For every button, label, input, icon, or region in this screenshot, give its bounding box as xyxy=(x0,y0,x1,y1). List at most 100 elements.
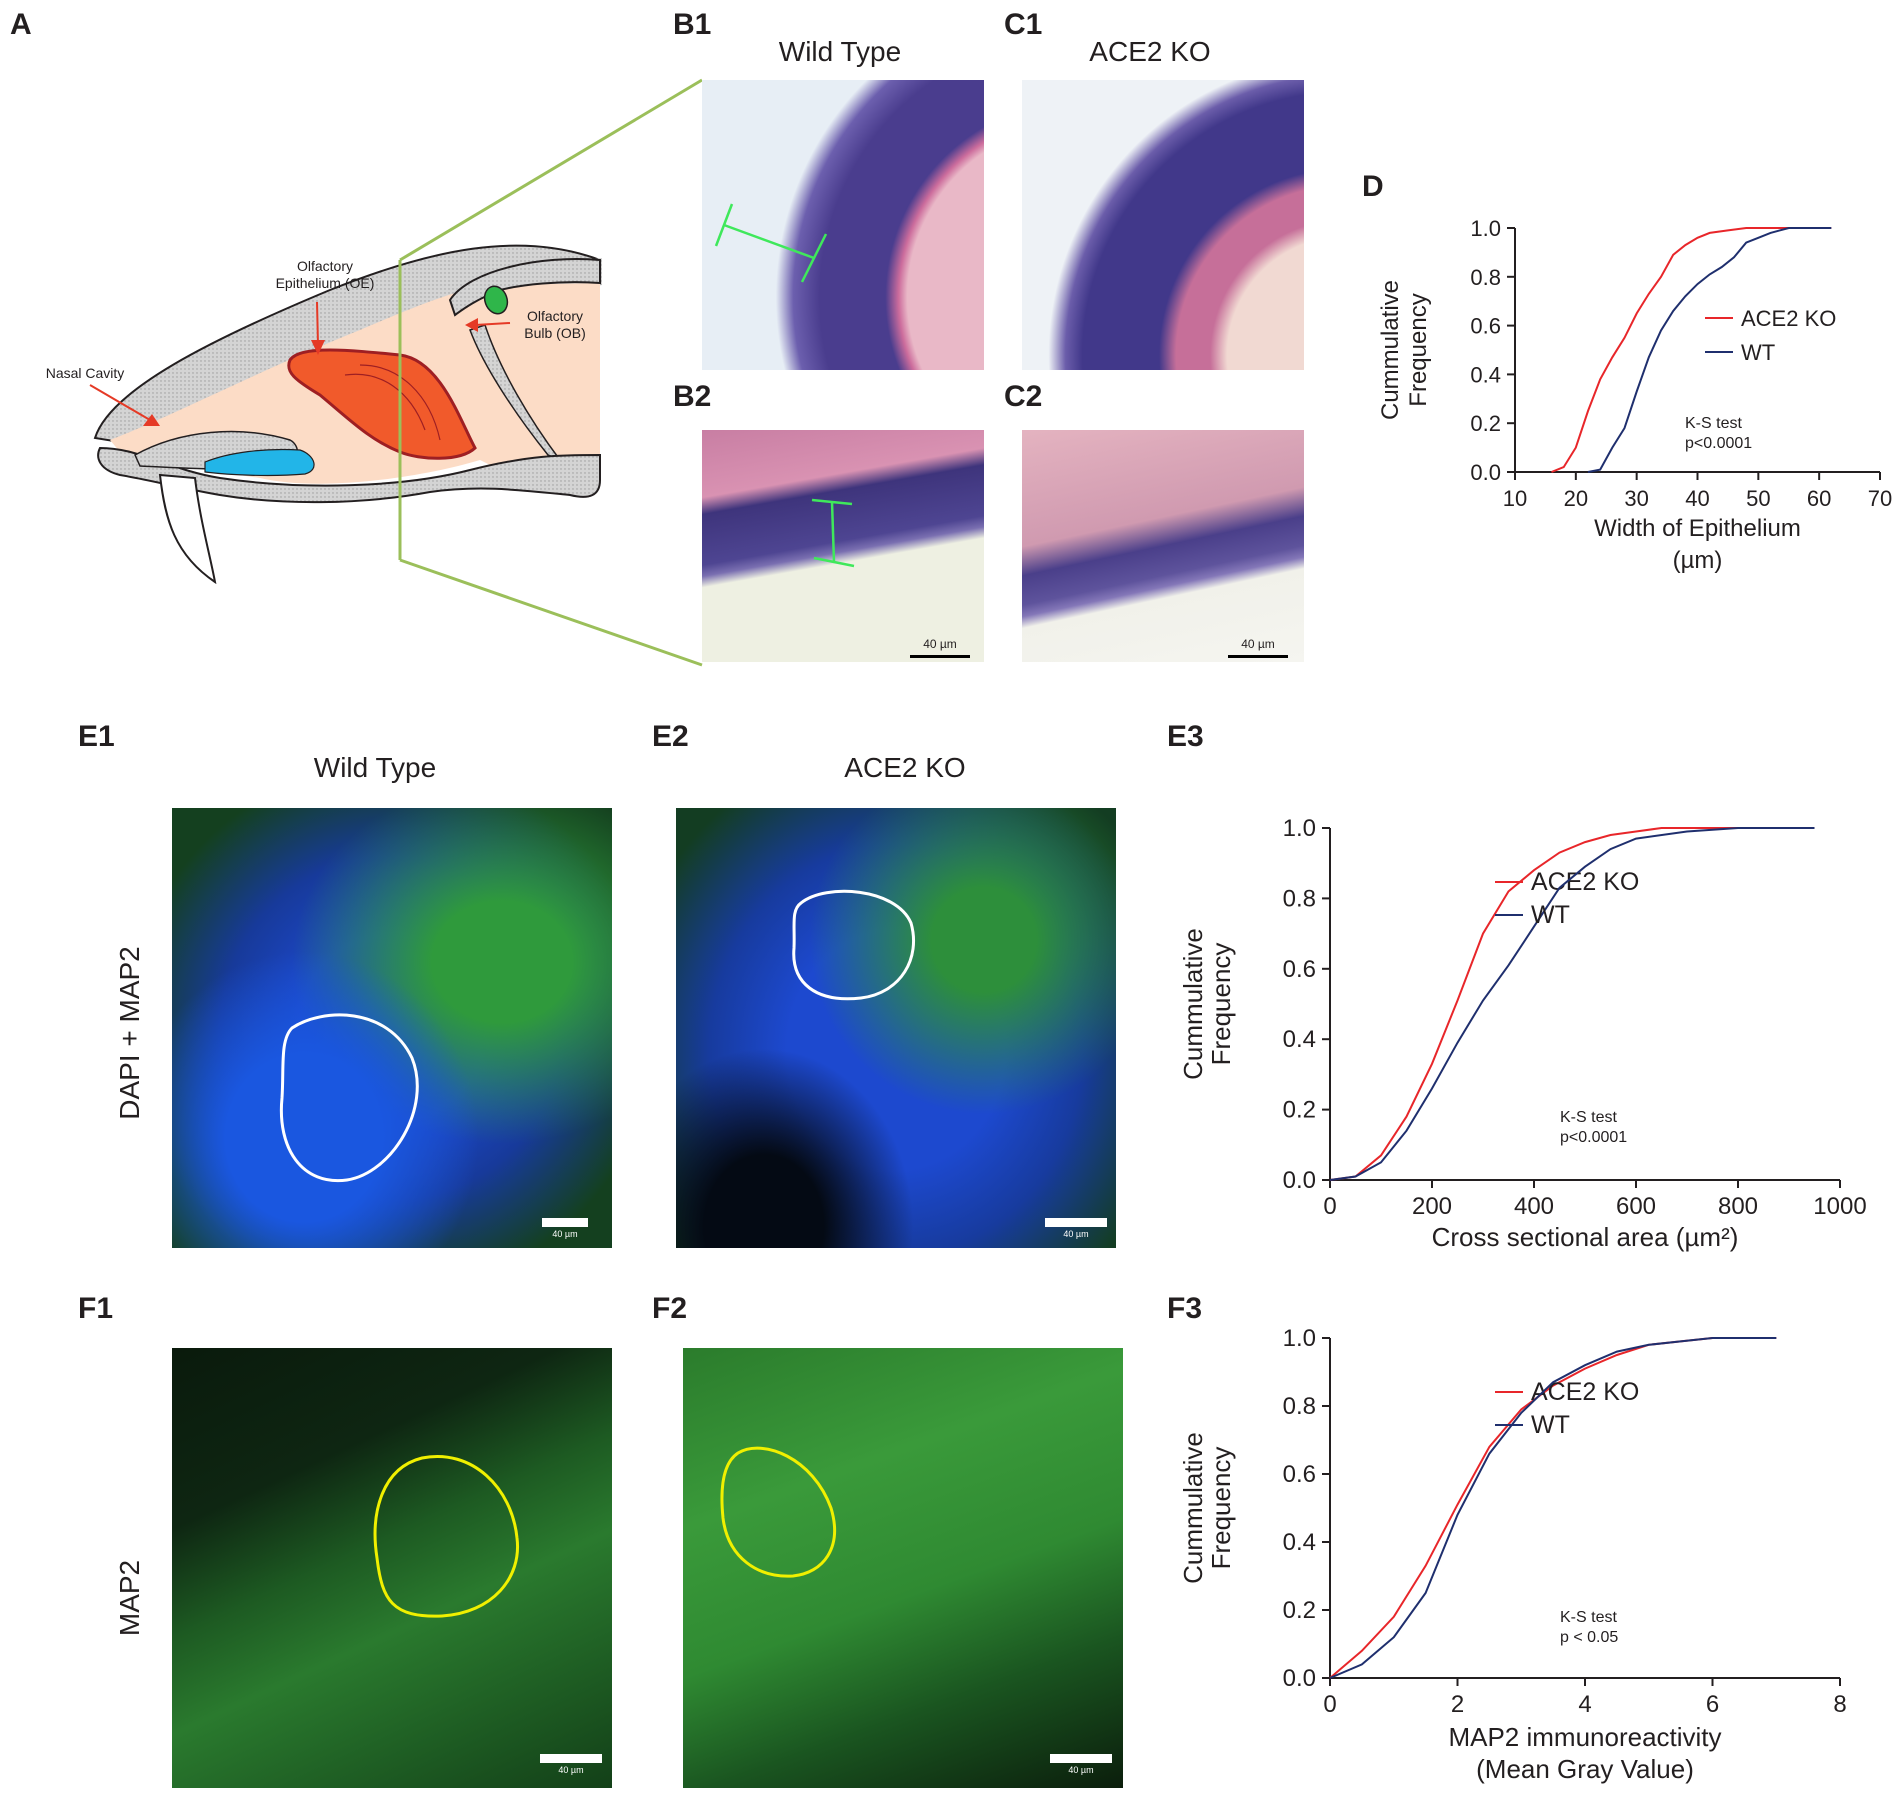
measurement-bracket-b2 xyxy=(811,498,855,568)
y-tick-label-d: 0.6 xyxy=(1470,314,1501,339)
panel-label-b2: B2 xyxy=(673,380,712,413)
fluorescence-image-f1 xyxy=(172,1348,612,1788)
y-tick-label-e3: 1.0 xyxy=(1283,815,1316,842)
stat-annotation-e3-1: p<0.0001 xyxy=(1560,1129,1627,1146)
y-axis-label-d: Cummulative Frequency xyxy=(1377,280,1432,420)
y-tick-label-e3: 0.4 xyxy=(1283,1026,1316,1053)
y-tick-label-f3: 0.8 xyxy=(1283,1393,1316,1420)
legend-label-e3-1: WT xyxy=(1531,901,1570,929)
x-tick-label-e3: 1000 xyxy=(1813,1193,1866,1220)
label-olfactory-epithelium: Olfactory Epithelium (OE) xyxy=(275,258,375,291)
series-line-e3-wt xyxy=(1329,827,1815,1181)
x-tick-label-f3: 0 xyxy=(1323,1691,1336,1718)
roi-outline-e2 xyxy=(792,889,916,1001)
y-axis-label-line-e3-0: Cummulative xyxy=(1178,928,1208,1080)
panel-label-e2: E2 xyxy=(652,720,689,753)
nasal-anatomy-diagram xyxy=(89,78,703,667)
scalebar-label-f1: 40 µm xyxy=(558,1765,584,1775)
x-axis-label-e3-0: Cross sectional area (µm²) xyxy=(1432,1222,1739,1252)
legend-label-d-1: WT xyxy=(1741,340,1775,365)
scalebar-label-e2: 40 µm xyxy=(1063,1229,1089,1239)
y-axis-label-line-f3-0: Cummulative xyxy=(1178,1432,1208,1584)
histology-image-b1 xyxy=(702,80,984,370)
scalebar-label-f2: 40 µm xyxy=(1068,1765,1094,1775)
series-line-f3-wt xyxy=(1329,1337,1777,1679)
x-tick-label-d: 30 xyxy=(1624,486,1648,511)
measurement-bracket-b1 xyxy=(714,203,828,283)
y-tick-label-f3: 1.0 xyxy=(1283,1325,1316,1352)
title-ace2ko-top: ACE2 KO xyxy=(1089,36,1211,67)
panel-label-a: A xyxy=(10,8,32,41)
fluorescence-image-e2 xyxy=(676,808,1116,1248)
x-tick-label-e3: 200 xyxy=(1412,1193,1452,1220)
roi-outline-f1 xyxy=(373,1455,520,1618)
stat-annotation-f3-1: p < 0.05 xyxy=(1560,1629,1618,1646)
stat-annotation-d-1: p<0.0001 xyxy=(1685,435,1752,452)
x-tick-label-d: 70 xyxy=(1868,486,1892,511)
panel-label-c1: C1 xyxy=(1004,8,1043,41)
y-tick-label-d: 0.4 xyxy=(1470,362,1501,387)
y-tick-label-d: 0.0 xyxy=(1470,460,1501,485)
legend-label-f3-1: WT xyxy=(1531,1411,1570,1439)
y-tick-label-e3: 0.8 xyxy=(1283,885,1316,912)
panel-label-f3: F3 xyxy=(1167,1292,1203,1325)
scalebar-e1 xyxy=(542,1218,588,1227)
panel-label-b1: B1 xyxy=(673,8,712,41)
scalebar-c2 xyxy=(1228,655,1288,658)
x-tick-label-d: 20 xyxy=(1564,486,1588,511)
chart-f3: 0.0 0.2 0.4 0.6 0.8 1.0 0 2 4 6 8 ACE2 KO WT K-S test… xyxy=(1178,1325,1847,1784)
x-axis-label-d-1: (µm) xyxy=(1673,547,1723,574)
title-ace2ko-e: ACE2 KO xyxy=(844,752,966,783)
y-tick-label-e3: 0.6 xyxy=(1283,956,1316,983)
scalebar-label-c2: 40 µm xyxy=(1241,637,1275,651)
x-tick-label-e3: 0 xyxy=(1323,1193,1336,1220)
scalebar-e2 xyxy=(1045,1218,1107,1227)
x-tick-label-f3: 2 xyxy=(1451,1691,1464,1718)
y-tick-label-e3: 0.2 xyxy=(1283,1097,1316,1124)
chart-d: 0.0 0.2 0.4 0.6 0.8 1.0 10 20 30 40 50 60 70 ACE2 KO W… xyxy=(1377,216,1892,574)
series-line-d-ace2ko xyxy=(1551,227,1832,473)
scalebar-f2 xyxy=(1050,1754,1112,1763)
x-tick-label-f3: 6 xyxy=(1706,1691,1719,1718)
x-tick-label-d: 60 xyxy=(1807,486,1831,511)
panel-label-f2: F2 xyxy=(652,1292,688,1325)
x-tick-label-e3: 600 xyxy=(1616,1193,1656,1220)
histology-image-b2 xyxy=(702,430,984,662)
legend-label-e3-0: ACE2 KO xyxy=(1531,868,1639,896)
y-tick-label-f3: 0.2 xyxy=(1283,1597,1316,1624)
panel-label-d: D xyxy=(1362,170,1384,203)
row-label-dapi-map2: DAPI + MAP2 xyxy=(114,946,145,1120)
stat-annotation-e3-0: K-S test xyxy=(1560,1109,1617,1126)
y-tick-label-d: 0.8 xyxy=(1470,265,1501,290)
roi-outline-f2 xyxy=(720,1446,837,1578)
x-tick-label-d: 50 xyxy=(1746,486,1770,511)
x-tick-label-e3: 400 xyxy=(1514,1193,1554,1220)
roi-outline-e1 xyxy=(279,1013,419,1183)
x-tick-label-d: 10 xyxy=(1503,486,1527,511)
y-tick-label-f3: 0.0 xyxy=(1283,1665,1316,1692)
scalebar-label-b2: 40 µm xyxy=(923,637,957,651)
row-label-map2: MAP2 xyxy=(114,1559,145,1637)
scalebar-b2 xyxy=(910,655,970,658)
x-axis-label-d-0: Width of Epithelium xyxy=(1594,515,1801,542)
panel-label-e3: E3 xyxy=(1167,720,1204,753)
series-line-e3-ace2ko xyxy=(1329,827,1815,1181)
title-wild-type-top: Wild Type xyxy=(778,36,902,67)
histology-image-c2 xyxy=(1022,430,1304,662)
stat-annotation-f3-0: K-S test xyxy=(1560,1609,1617,1626)
chart-e3: 0.0 0.2 0.4 0.6 0.8 1.0 0 200 400 600 800 1000 ACE2 … xyxy=(1178,815,1867,1252)
y-axis-label-line-d-1: Frequency xyxy=(1405,293,1432,406)
fluorescence-image-f2 xyxy=(683,1348,1123,1788)
y-tick-label-d: 0.2 xyxy=(1470,411,1501,436)
y-tick-label-d: 1.0 xyxy=(1470,216,1501,241)
histology-image-c1 xyxy=(1022,80,1304,370)
panel-label-c2: C2 xyxy=(1004,380,1043,413)
x-tick-label-f3: 4 xyxy=(1578,1691,1591,1718)
label-nasal-cavity: Nasal Cavity xyxy=(45,365,125,381)
y-axis-label-line-d-0: Cummulative xyxy=(1377,280,1404,420)
x-axis-label-f3-0: MAP2 immunoreactivity xyxy=(1448,1722,1721,1752)
stat-annotation-d-0: K-S test xyxy=(1685,415,1742,432)
fluorescence-image-e1 xyxy=(172,808,612,1248)
